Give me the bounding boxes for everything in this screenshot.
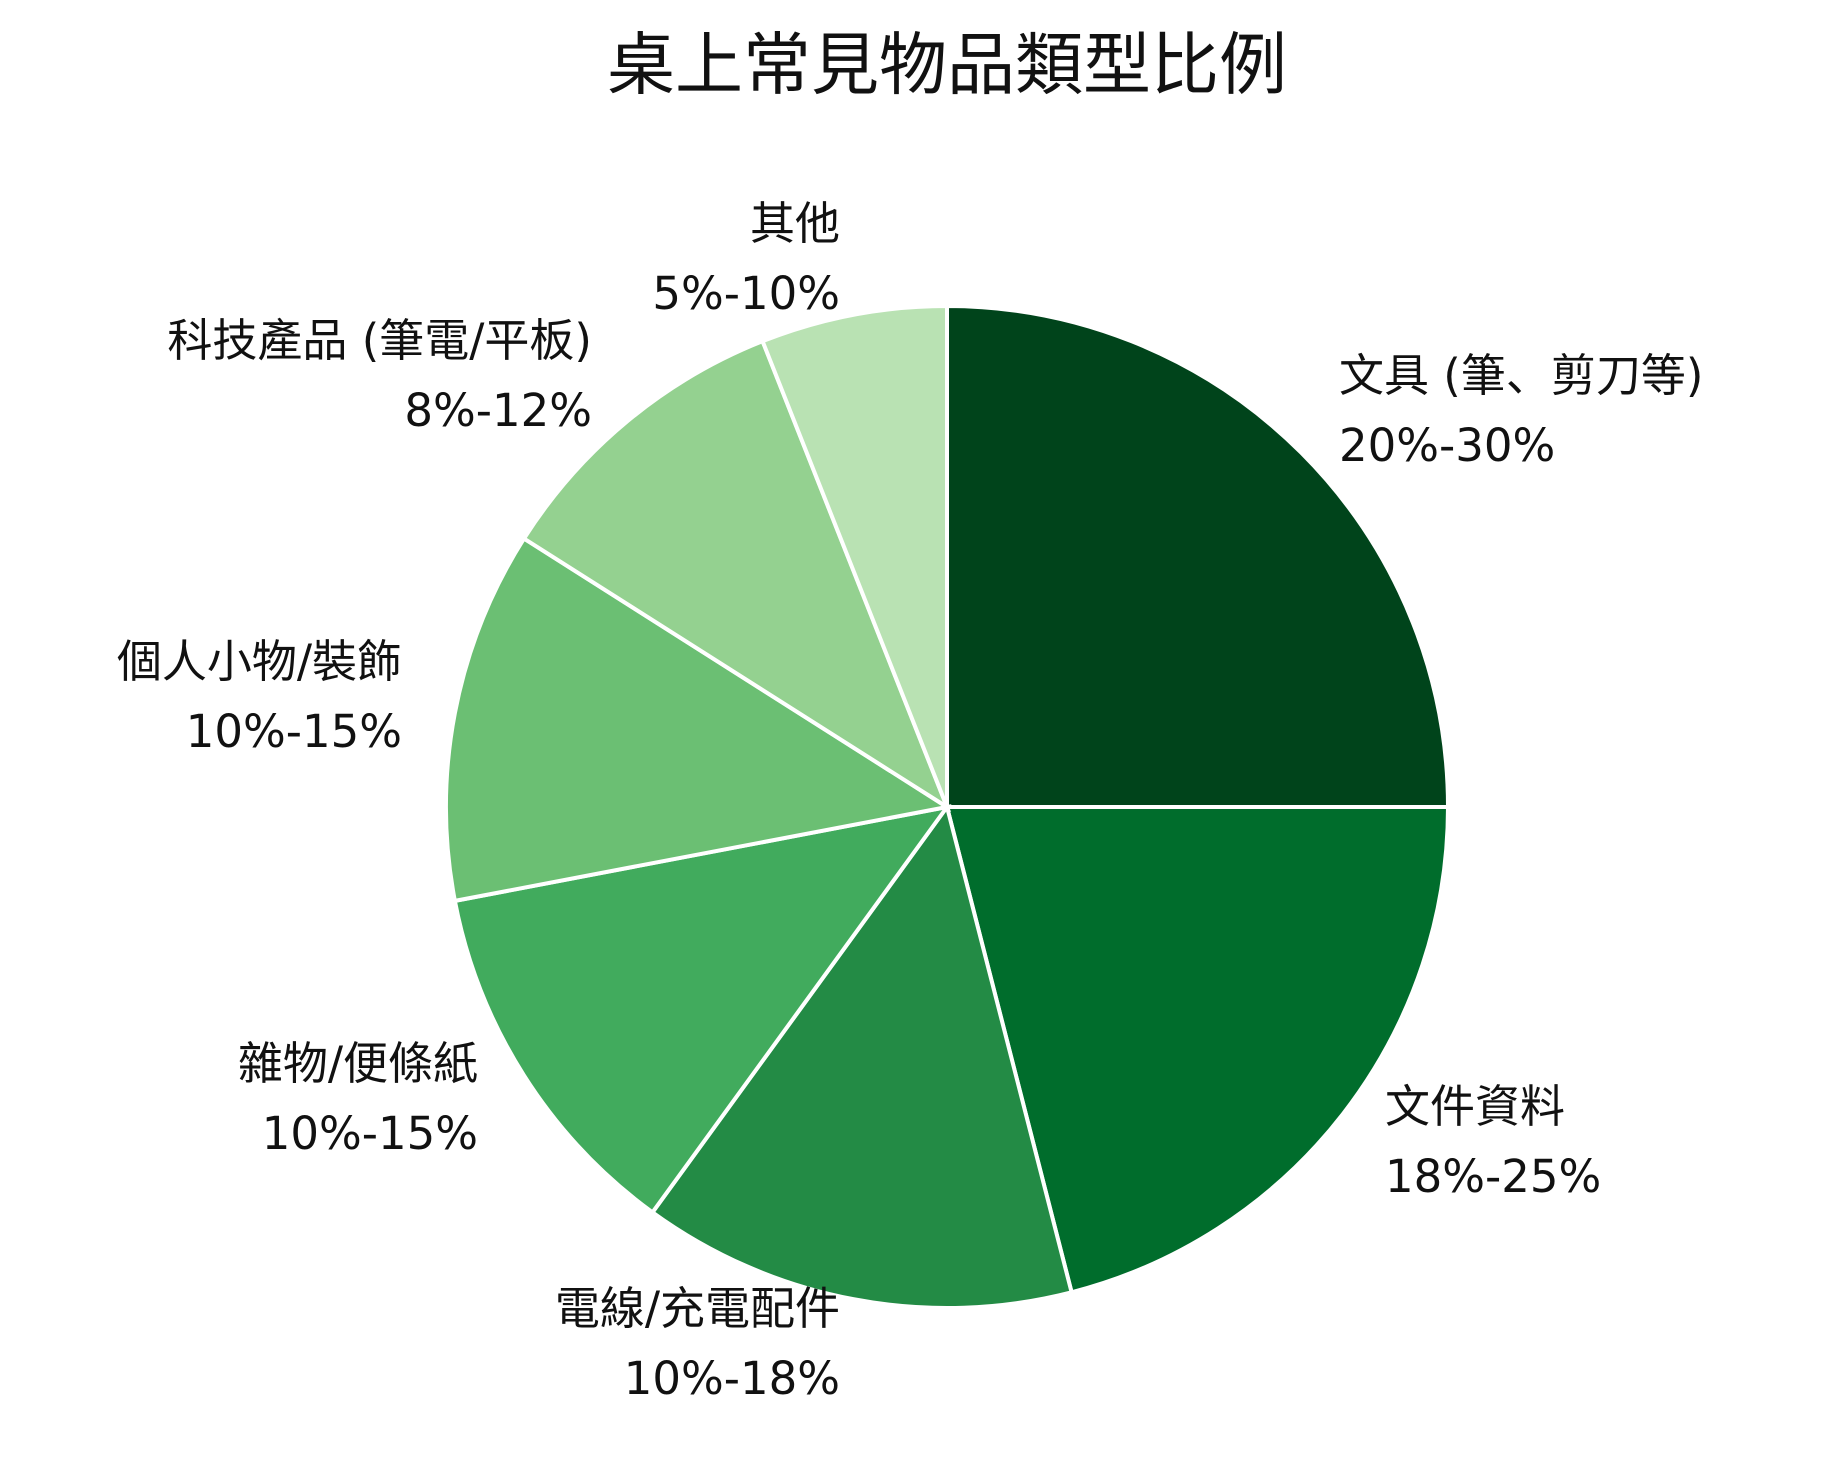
slice-label: 雜物/便條紙 xyxy=(238,1037,478,1090)
slice-label: 個人小物/裝飾 xyxy=(117,635,402,688)
slice-range: 10%-18% xyxy=(624,1352,840,1405)
slice-label: 科技產品 (筆電/平板) xyxy=(167,314,592,367)
slice-range: 5%-10% xyxy=(652,267,840,320)
slice-range: 20%-30% xyxy=(1339,419,1555,472)
pie-slice xyxy=(452,804,952,1216)
slice-label: 文件資料 xyxy=(1385,1080,1565,1133)
slice-range: 10%-15% xyxy=(186,705,402,758)
slice-label: 電線/充電配件 xyxy=(555,1282,840,1335)
pie-slice xyxy=(944,805,1451,1295)
pie-slice xyxy=(759,303,949,808)
pie-slice xyxy=(521,338,952,812)
slice-range: 18%-25% xyxy=(1385,1150,1601,1203)
slice-label: 其他 xyxy=(750,197,840,250)
pie-slice xyxy=(945,303,1451,809)
pie-slice xyxy=(649,802,1075,1310)
chart-title: 桌上常見物品類型比例 xyxy=(607,27,1287,106)
slice-range: 10%-15% xyxy=(262,1107,478,1160)
pie-slice xyxy=(444,535,953,904)
slice-label: 文具 (筆、剪刀等) xyxy=(1339,349,1703,402)
slice-range: 8%-12% xyxy=(404,384,592,437)
